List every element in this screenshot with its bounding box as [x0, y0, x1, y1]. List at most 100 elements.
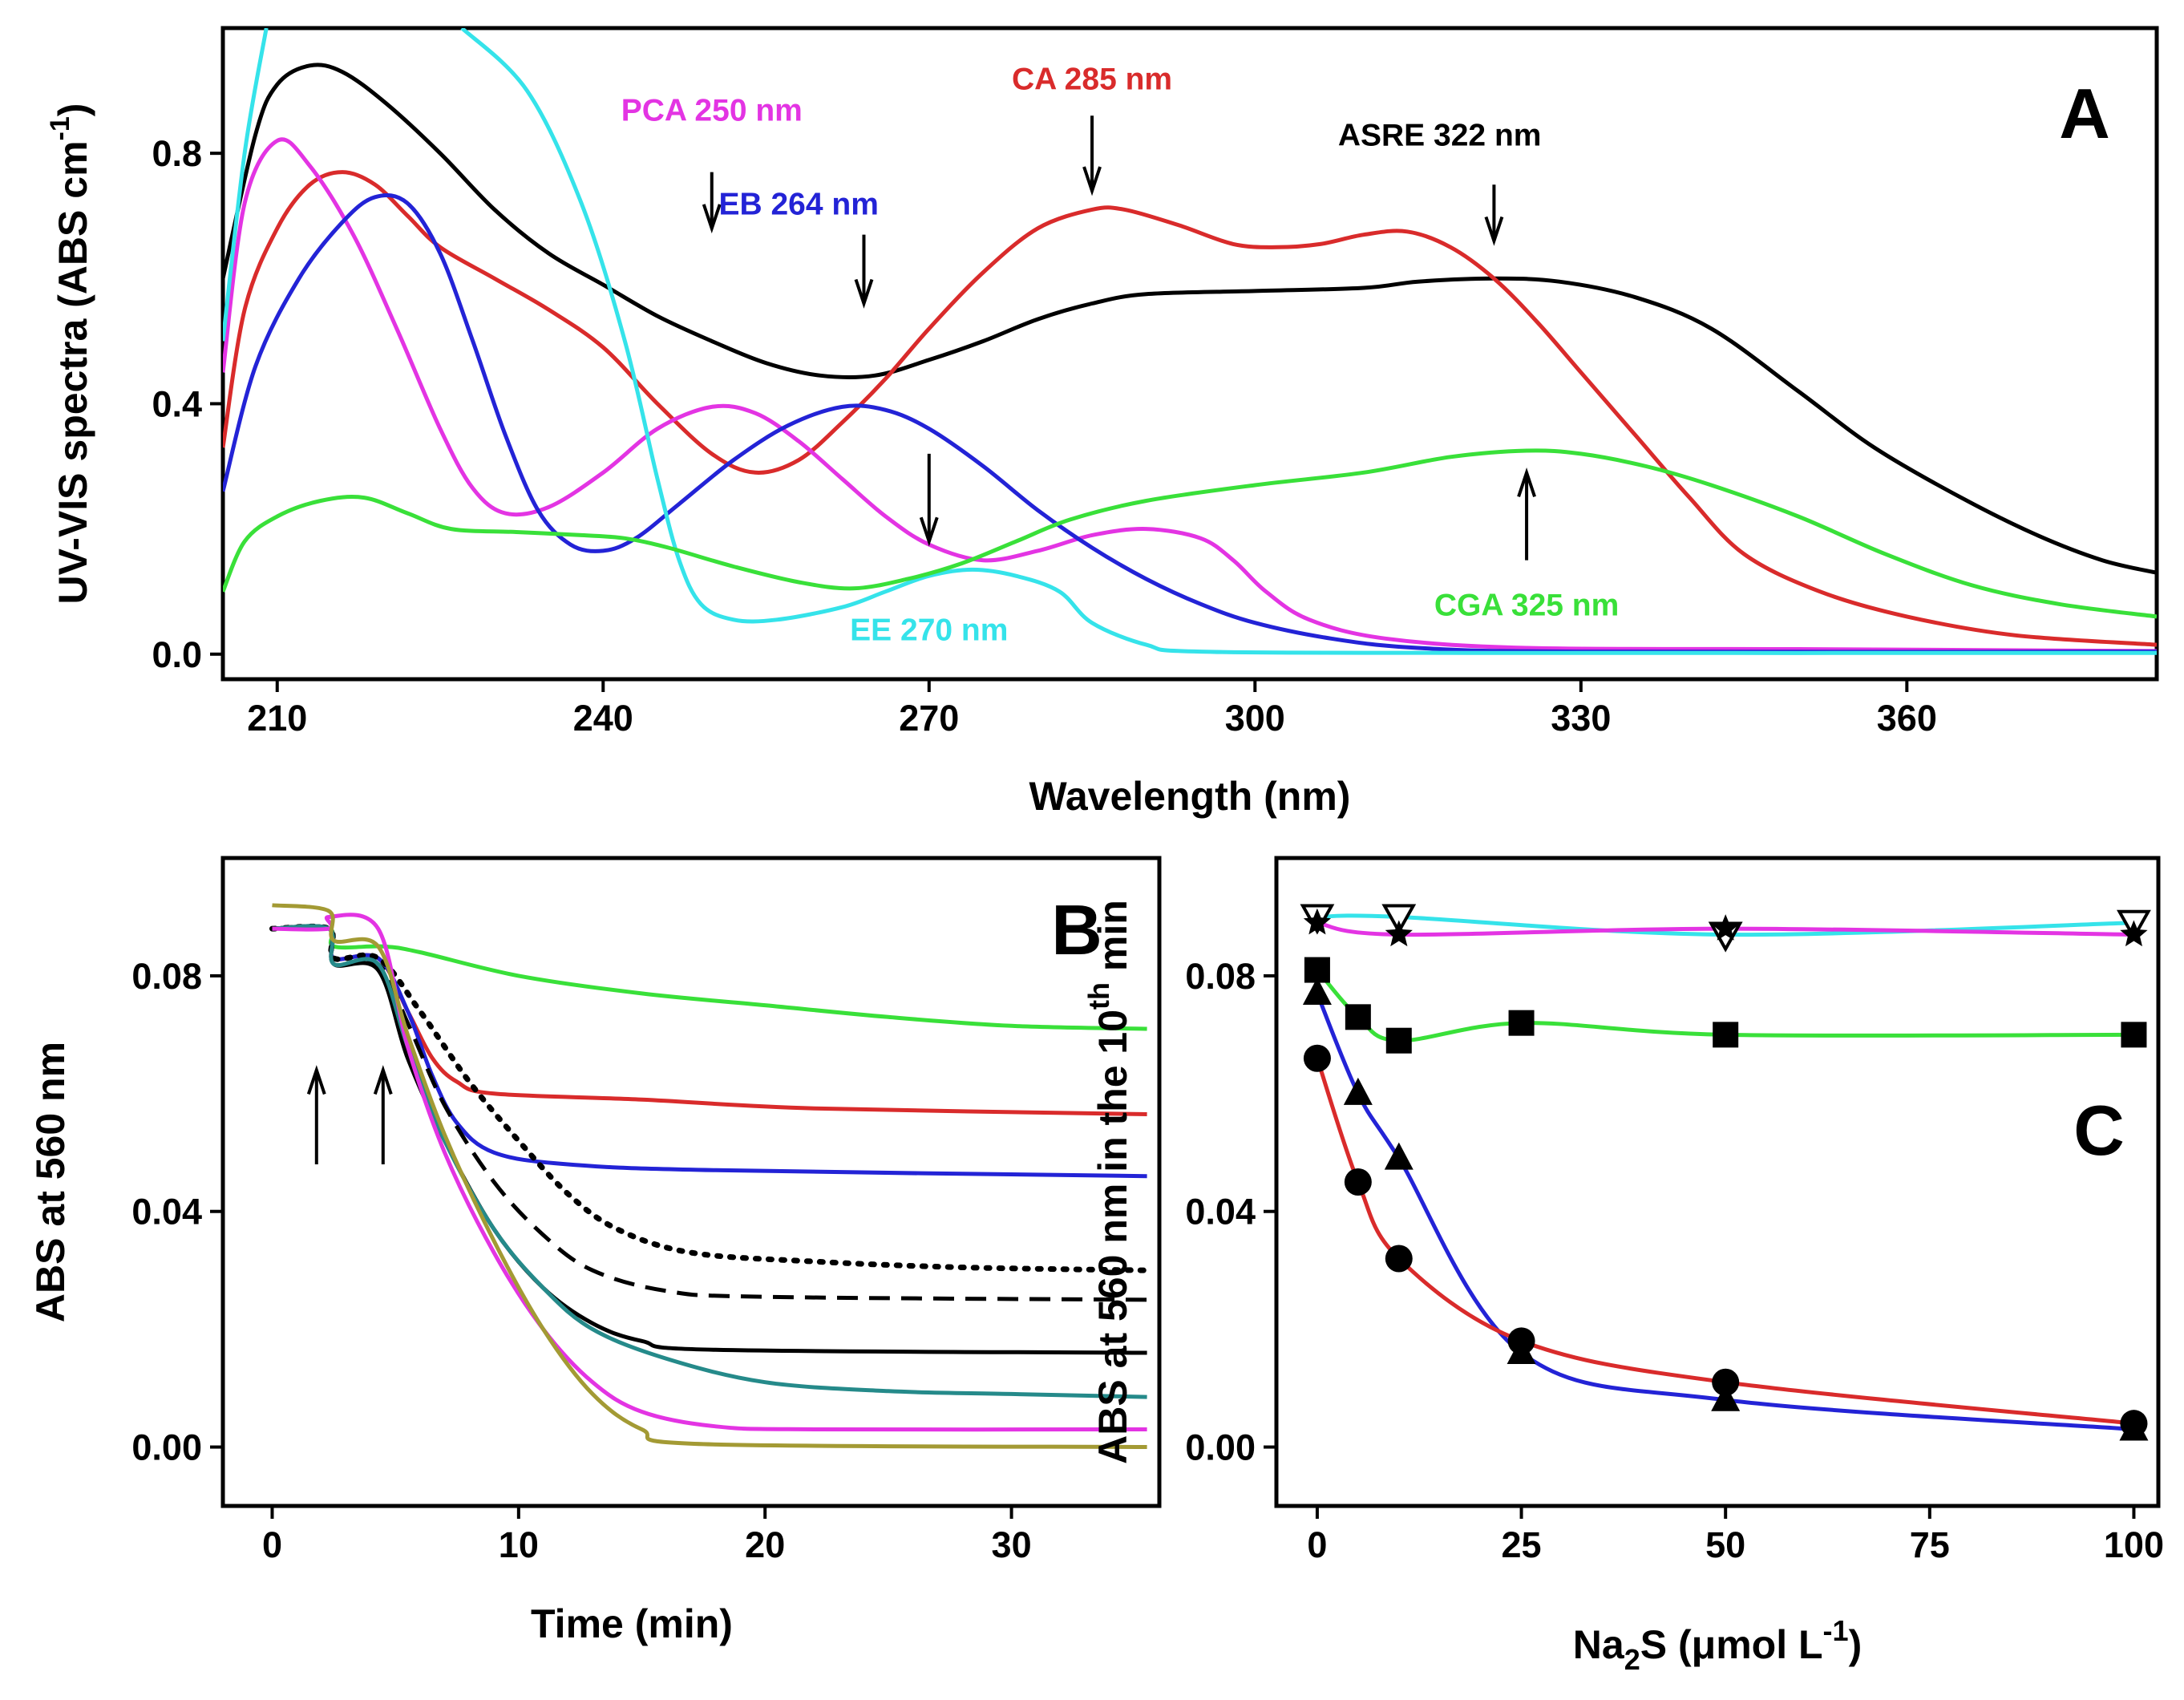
data-point-star [2120, 920, 2148, 947]
panel-c-x-title-sup: -1 [1823, 1614, 1849, 1647]
panel-c-line-star [1316, 921, 2134, 937]
panel-b-x-axis-title: Time (min) [531, 1601, 733, 1646]
panel-a-x-tick-label: 240 [573, 698, 633, 739]
panel-c-x-tick-label: 0 [1307, 1524, 1327, 1565]
panel-c-x-axis-title: Na2S (μmol L-1) [1573, 1614, 1862, 1676]
data-point-circle [1344, 1168, 1372, 1196]
panel-c-x-tick-label: 25 [1502, 1524, 1542, 1565]
panel-c-x-title-close: ) [1849, 1622, 1862, 1667]
data-point-square [2121, 1022, 2147, 1048]
data-point-circle [1712, 1368, 1740, 1396]
panel-b-series-6 [272, 924, 1147, 1355]
annotation-label-3: CA 285 nm [1012, 62, 1172, 96]
panel-c-ticks: 0 25 50 75 100 0.00 0.04 0.08 [1185, 956, 2164, 1565]
panel-b-y-tick-label: 0.04 [131, 1192, 202, 1232]
series-line-ca [223, 170, 2157, 647]
panel-a-x-tick-label: 210 [247, 698, 307, 739]
series-line-eb [223, 192, 2157, 654]
data-point-triangle [1711, 1383, 1741, 1411]
panel-a-y-tick-label: 0.8 [152, 133, 202, 174]
panel-c-y-title-main: ABS at 560 nm in the 10 [1090, 1010, 1135, 1464]
series-line-pca [223, 137, 2157, 654]
panel-c-x-title-main: Na [1573, 1622, 1625, 1667]
panel-b-x-tick-label: 0 [262, 1524, 282, 1565]
panel-b-x-tick-label: 10 [499, 1524, 539, 1565]
series-line-ee [223, 28, 269, 342]
panel-b-y-tick-label: 0.08 [131, 956, 202, 997]
annotation-arrow-1-head [702, 204, 722, 234]
panel-b-x-tick-label: 20 [745, 1524, 785, 1565]
panel-b-y-tick-label: 0.00 [131, 1427, 202, 1468]
data-point-star [1712, 914, 1740, 941]
panel-c-markers [1300, 904, 2151, 1441]
panel-c-y-tick-label: 0.04 [1185, 1192, 1256, 1232]
data-point-circle [2120, 1410, 2148, 1438]
panel-a-y-axis-title-sup: -1 [45, 116, 75, 140]
panel-c-y-title-sup: th [1082, 982, 1115, 1010]
data-point-square [1385, 1027, 1412, 1054]
data-point-triangle [1343, 1077, 1373, 1105]
annotation-label-1: PCA 250 nm [621, 94, 803, 128]
panel-b-series-7 [272, 924, 1147, 1399]
annotation-arrow-3-head [1082, 166, 1102, 196]
panel-b-ticks: 0 10 20 30 0.00 0.04 0.08 [131, 956, 1031, 1565]
panel-b-arrows [306, 1065, 393, 1164]
annotation-label-2: EB 264 nm [718, 188, 878, 222]
panel-b-frame [220, 856, 1162, 1508]
data-point-circle [1385, 1245, 1413, 1273]
panel-a-x-tick-label: 300 [1225, 698, 1285, 739]
annotation-arrow-2-head [854, 278, 874, 309]
annotation-arrow-4-head [1484, 216, 1504, 246]
panel-c-y-axis-title: ABS at 560 nm in the 10th min [1082, 900, 1135, 1464]
data-point-triangle [1384, 1142, 1414, 1170]
data-point-triangle [1302, 977, 1332, 1005]
annotation-label-6: CGA 325 nm [1434, 588, 1619, 622]
panel-c-letter: C [2073, 1091, 2125, 1170]
panel-a-y-axis-title-close: ) [51, 103, 95, 117]
data-point-circle [1507, 1327, 1535, 1355]
panel-a-y-tick-label: 0.0 [152, 634, 202, 675]
panel-c-y-tick-label: 0.08 [1185, 956, 1256, 997]
panel-b-series-9 [272, 903, 1147, 1449]
panel-b-y-axis-title: ABS at 560 nm [28, 1042, 73, 1322]
annotation-label-5: EE 270 nm [850, 613, 1008, 648]
panel-b-x-tick-label: 30 [992, 1524, 1032, 1565]
panel-c-x-title-sub: 2 [1624, 1643, 1640, 1676]
panel-a-y-tick-label: 0.4 [152, 383, 202, 424]
annotation-label-4: ASRE 322 nm [1338, 119, 1542, 153]
panel-a-annotations: PCA 250 nm EB 264 nm CA 285 nm ASRE 322 nm E… [621, 62, 1620, 647]
data-point-star [1303, 908, 1331, 935]
panel-a-x-tick-label: 270 [899, 698, 959, 739]
data-point-circle [1303, 1044, 1331, 1072]
panel-b-series-4 [269, 923, 1151, 1273]
panel-c-x-tick-label: 50 [1705, 1524, 1745, 1565]
panel-c-y-tick-label: 0.00 [1185, 1427, 1256, 1468]
data-point-square [1508, 1010, 1535, 1036]
panel-c-x-tick-label: 100 [2104, 1524, 2164, 1565]
panel-c-x-tick-label: 75 [1910, 1524, 1950, 1565]
series-line-cga [223, 448, 2157, 619]
panel-a: 210 240 270 300 330 360 0.0 0.4 0.8 PCA 250 nm EB… [45, 26, 2159, 819]
data-point-star [1385, 920, 1413, 947]
panel-c-series [1315, 913, 2134, 1431]
panel-c-x-title-rest: S (μmol L [1640, 1622, 1823, 1667]
panel-c-line-triangle [1315, 992, 2134, 1431]
panel-a-ticks: 210 240 270 300 330 360 0.0 0.4 0.8 [152, 133, 1936, 739]
panel-a-y-axis-title-main: UV-VIS spectra (ABS cm [51, 140, 95, 604]
annotation-arrow-6-head [1517, 468, 1536, 497]
panel-c: 0 25 50 75 100 0.00 0.04 0.08 C Na2S (μmol L-1)… [1082, 856, 2164, 1676]
panel-a-x-axis-title: Wavelength (nm) [1029, 774, 1351, 819]
panel-c-line-inverted-triangle [1316, 913, 2134, 937]
series-line-ee-part2 [460, 28, 2157, 655]
panel-a-x-tick-label: 330 [1551, 698, 1611, 739]
panel-a-x-tick-label: 360 [1877, 698, 1937, 739]
annotation-arrow-5-head [919, 516, 939, 547]
panel-b-series [269, 903, 1151, 1449]
panel-b-series-8 [272, 913, 1147, 1432]
panel-b: 0 10 20 30 0.00 0.04 0.08 B Time (min) ABS at … [28, 856, 1162, 1646]
panel-b-arrow-1-head [306, 1065, 326, 1095]
data-point-square [1713, 1022, 1739, 1048]
series-line-asre [223, 63, 2157, 575]
panel-b-arrow-2-head [373, 1065, 393, 1095]
